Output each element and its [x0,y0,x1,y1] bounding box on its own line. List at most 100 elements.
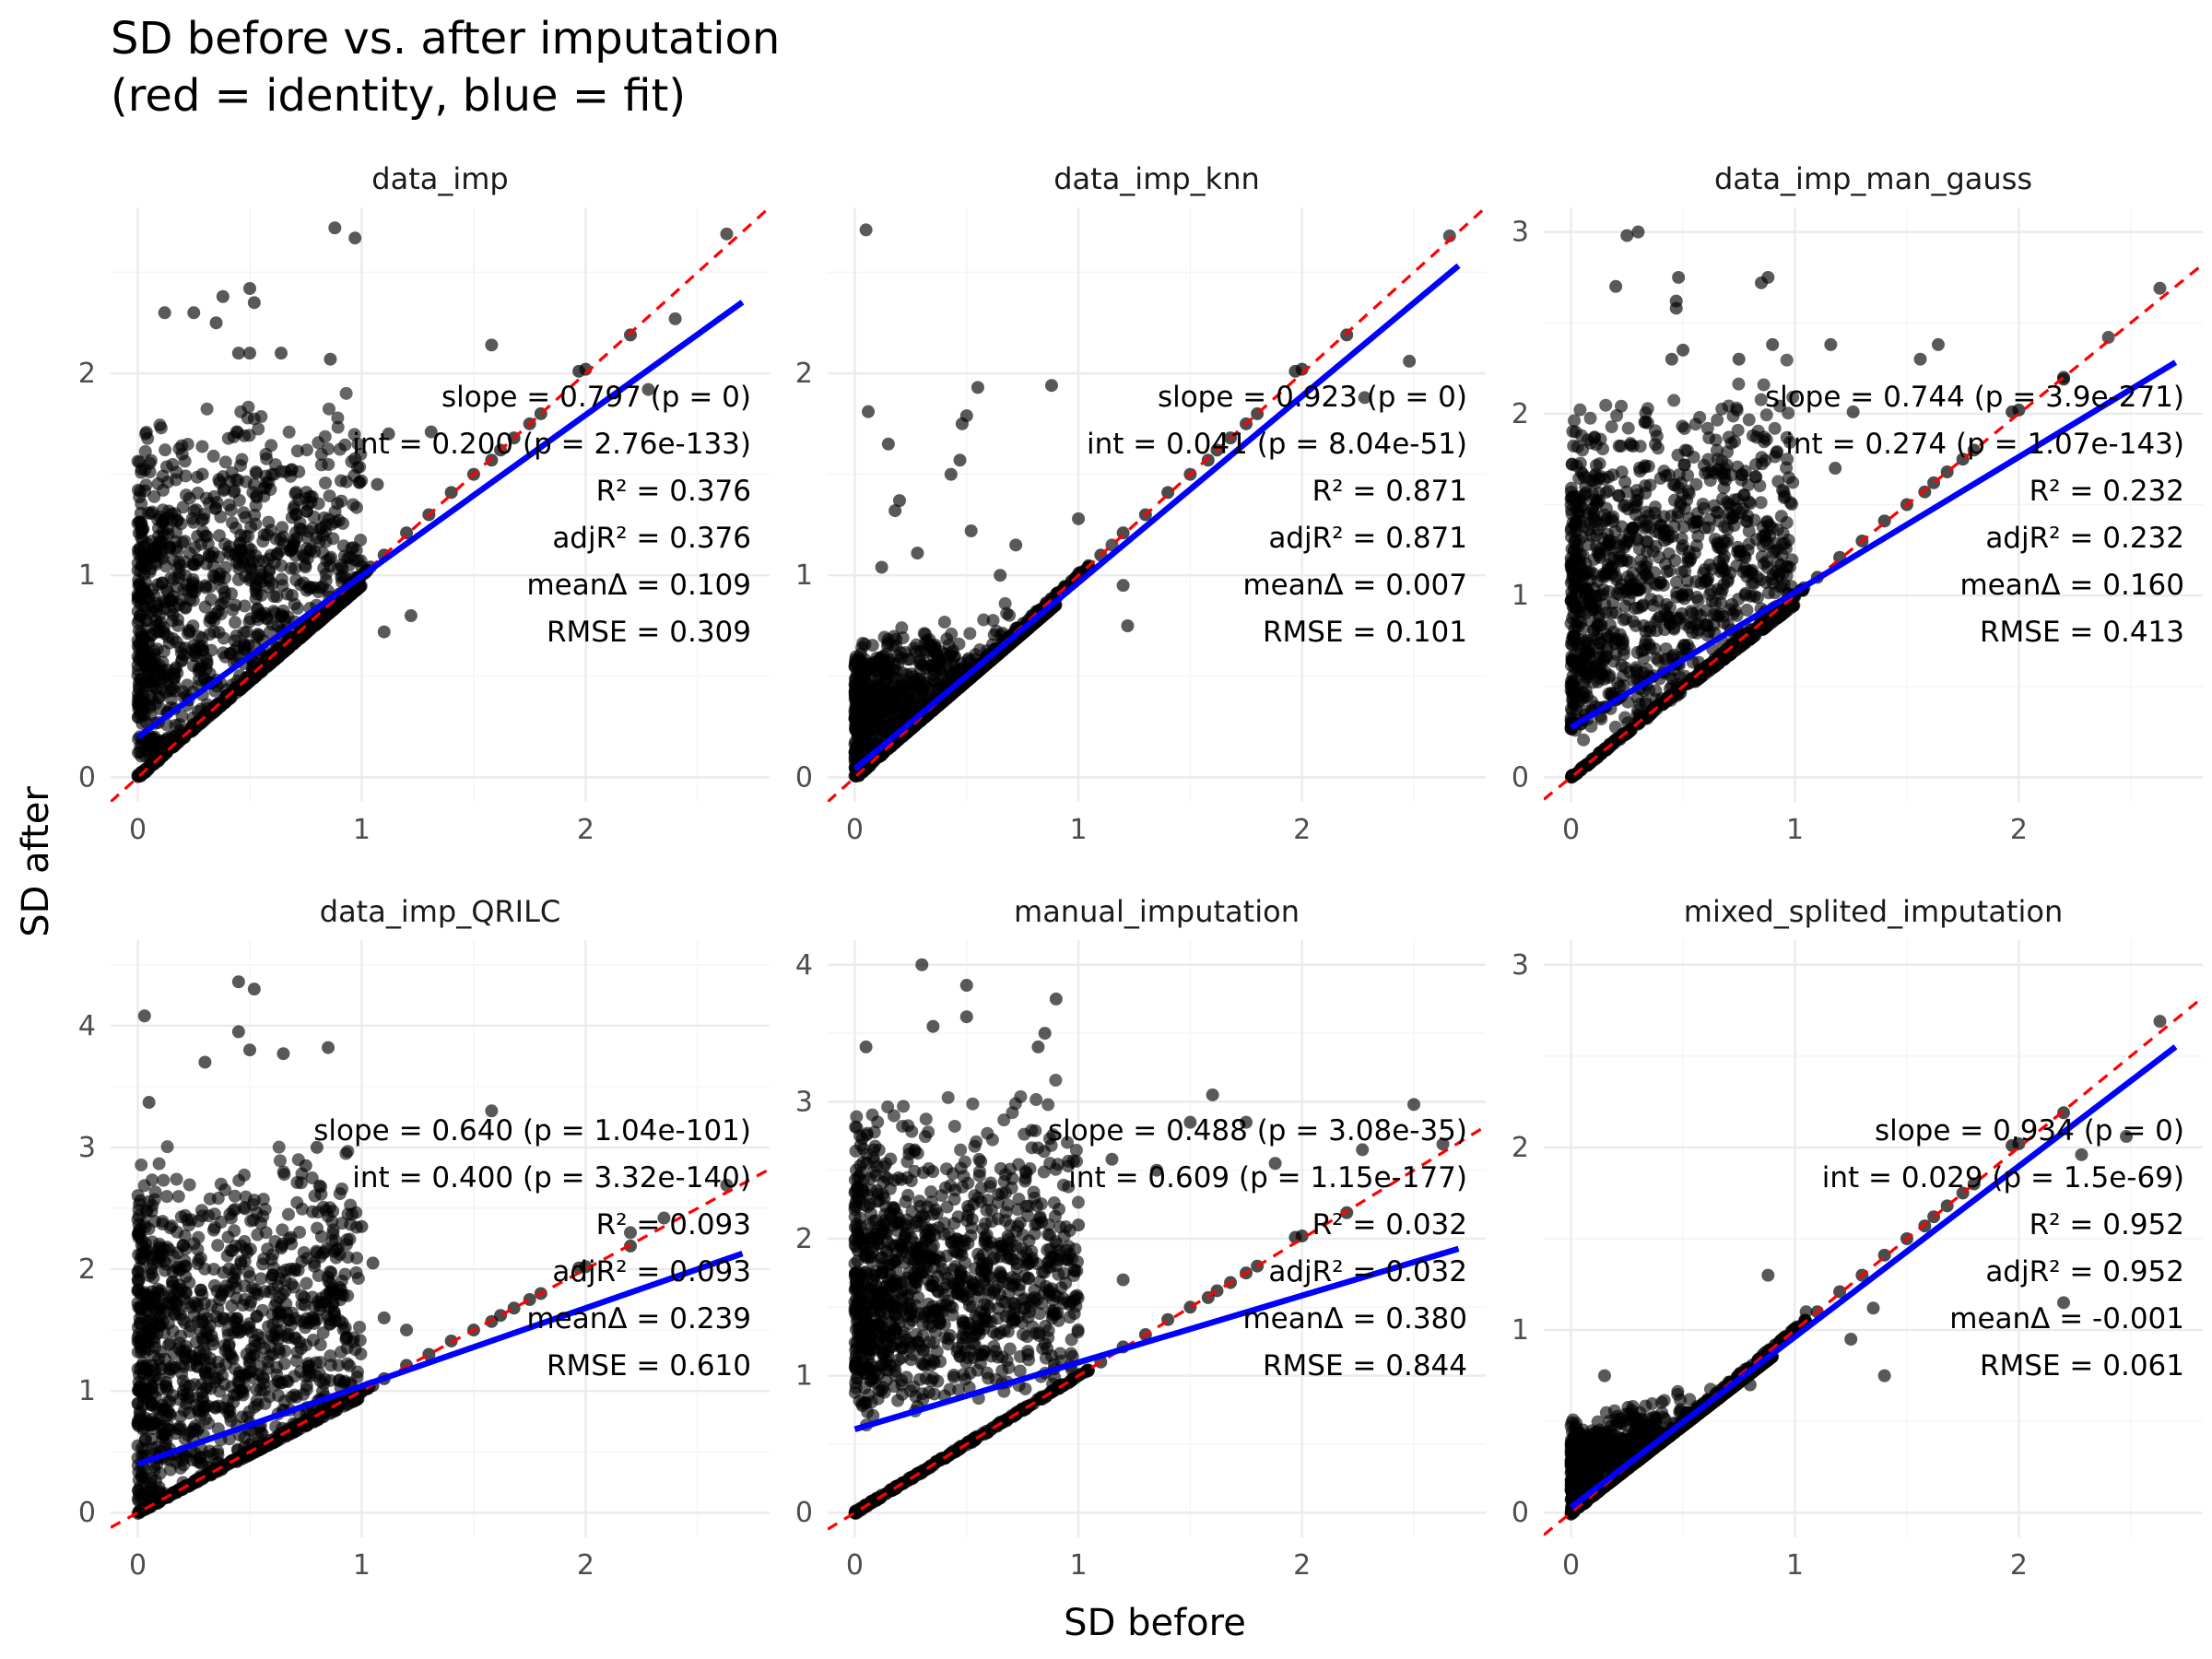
data-point [1572,665,1586,678]
data-point [231,572,245,586]
data-point [1564,492,1578,506]
data-point [154,735,168,748]
data-point [152,690,166,704]
data-point [145,679,159,693]
data-point [943,648,957,662]
data-point [144,453,158,467]
stat-annotation: R² = 0.232 [2030,475,2184,508]
data-point [332,513,346,527]
data-point [188,558,202,571]
data-point [328,221,342,235]
data-point [351,554,365,568]
data-point [1783,560,1796,574]
data-point [260,452,274,465]
data-point [1686,626,1700,640]
data-point [1686,606,1700,620]
data-point [214,510,228,524]
data-point [1780,516,1794,530]
data-point [332,1359,346,1372]
data-point [1761,270,1775,284]
data-point [1681,484,1695,498]
data-point [200,402,214,416]
data-point [1009,538,1023,552]
data-point [153,659,167,673]
data-point [169,718,182,732]
data-point [254,1272,268,1286]
data-point [1768,421,1782,435]
data-point [305,1171,319,1185]
panel-plot-area [111,207,770,802]
data-point [213,1314,227,1328]
data-point [1671,448,1685,462]
data-point [227,429,241,443]
stat-annotation: RMSE = 0.309 [547,616,751,649]
data-point [1667,520,1681,534]
data-point [977,613,991,627]
data-point [2012,403,2026,417]
data-point [1567,439,1581,453]
data-point [1570,618,1583,631]
data-point [1619,584,1633,598]
data-point [160,1140,174,1154]
data-point [404,609,418,623]
data-point [228,1189,241,1203]
data-point [1674,496,1688,510]
data-point [276,521,289,535]
stat-annotation: meanΔ = 0.007 [1242,569,1467,602]
stat-annotation: slope = 0.744 (p = 3.9e-271) [1765,381,2184,414]
data-point [1567,679,1581,693]
data-point [1642,620,1656,634]
data-point [1600,539,1614,553]
data-point [1746,429,1759,442]
data-point [131,664,145,677]
data-point [1742,413,1756,427]
data-point [1568,414,1582,428]
panel-strip-label: data_imp_QRILC [320,894,560,929]
data-point [1745,567,1759,581]
data-point [288,548,302,562]
data-point [848,655,862,669]
data-point [1700,421,1714,435]
data-point [1733,548,1747,562]
data-point [338,438,352,452]
data-point [171,513,184,527]
data-point [160,1190,174,1204]
data-point [865,639,879,653]
data-point [1689,539,1703,553]
data-point [1594,712,1608,726]
data-point [186,572,200,586]
data-point [1660,597,1674,611]
data-point [937,615,951,629]
data-point [911,547,924,560]
data-point [944,467,958,481]
data-point [1651,441,1665,455]
y-tick-label: 1 [795,559,813,592]
data-point [1657,524,1671,537]
data-point [275,347,288,360]
data-point [1757,378,1771,392]
data-point [267,1261,281,1275]
data-point [135,1158,148,1171]
data-point [353,1320,367,1334]
data-point [859,223,873,237]
data-point [151,512,165,526]
data-point [1650,429,1664,443]
data-point [179,601,193,615]
data-point [1931,337,1945,351]
data-point [1600,512,1614,526]
data-point [849,678,863,692]
data-point [217,646,230,660]
y-axis-label: SD after [15,786,57,937]
data-point [371,477,384,491]
data-point [308,1189,322,1203]
data-point [241,639,255,653]
x-tick-label: 1 [353,1549,371,1582]
data-point [205,593,218,606]
data-point [1718,563,1732,577]
data-point [323,489,336,503]
data-point [1712,514,1726,528]
data-point [1594,550,1607,564]
data-point [347,498,360,512]
stat-annotation: adjR² = 0.376 [552,522,751,555]
